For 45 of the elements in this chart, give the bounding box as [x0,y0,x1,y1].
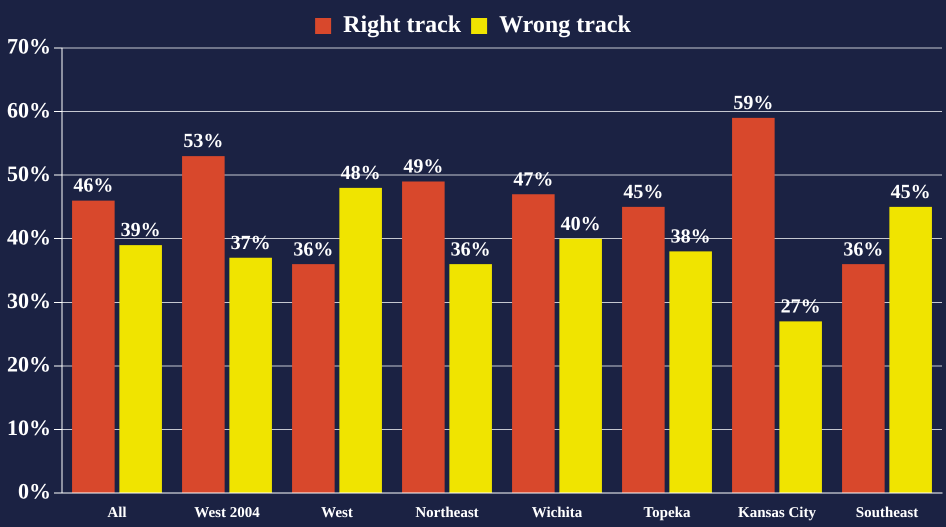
bar [512,194,555,492]
legend-label: Wrong track [499,12,632,38]
data-label: 45% [623,181,664,204]
bar [779,321,822,492]
x-tick-label: Kansas City [738,504,816,521]
x-tick-label: Topeka [644,504,691,521]
bar [292,264,335,492]
y-tick-label: 60% [7,97,51,122]
bar [842,264,885,492]
x-tick-label: Northeast [415,504,479,521]
y-tick-label: 20% [7,352,51,377]
bar [559,238,602,492]
data-label: 39% [120,219,161,242]
y-tick-label: 10% [7,415,51,440]
bar [889,206,932,492]
bar [229,258,272,492]
data-label: 40% [560,212,601,235]
data-label: 45% [890,181,931,204]
bar [72,200,115,492]
bar [182,156,225,492]
x-tick-label: All [107,504,127,521]
data-label: 59% [733,92,774,114]
bar [622,206,665,492]
x-tick-label: Southeast [856,504,918,521]
bar [119,245,162,492]
bar [669,251,712,492]
data-label: 36% [450,238,491,260]
data-label: 49% [403,156,444,178]
y-tick-label: 50% [7,160,51,186]
x-tick-label: West 2004 [194,504,260,521]
data-label: 36% [293,238,334,260]
y-tick-label: 0% [18,478,51,504]
x-tick-label: West [321,504,353,521]
y-tick-label: 70% [7,34,51,59]
legend-label: Right track [343,12,462,38]
y-tick-label: 30% [7,288,51,313]
data-label: 36% [843,238,884,260]
bar [339,188,382,492]
bar [732,118,775,492]
x-tick-label: Wichita [532,504,583,521]
data-label: 46% [73,174,114,197]
y-tick-label: 40% [7,224,51,250]
bar [449,264,492,492]
data-label: 53% [183,130,224,152]
bar [402,182,445,492]
